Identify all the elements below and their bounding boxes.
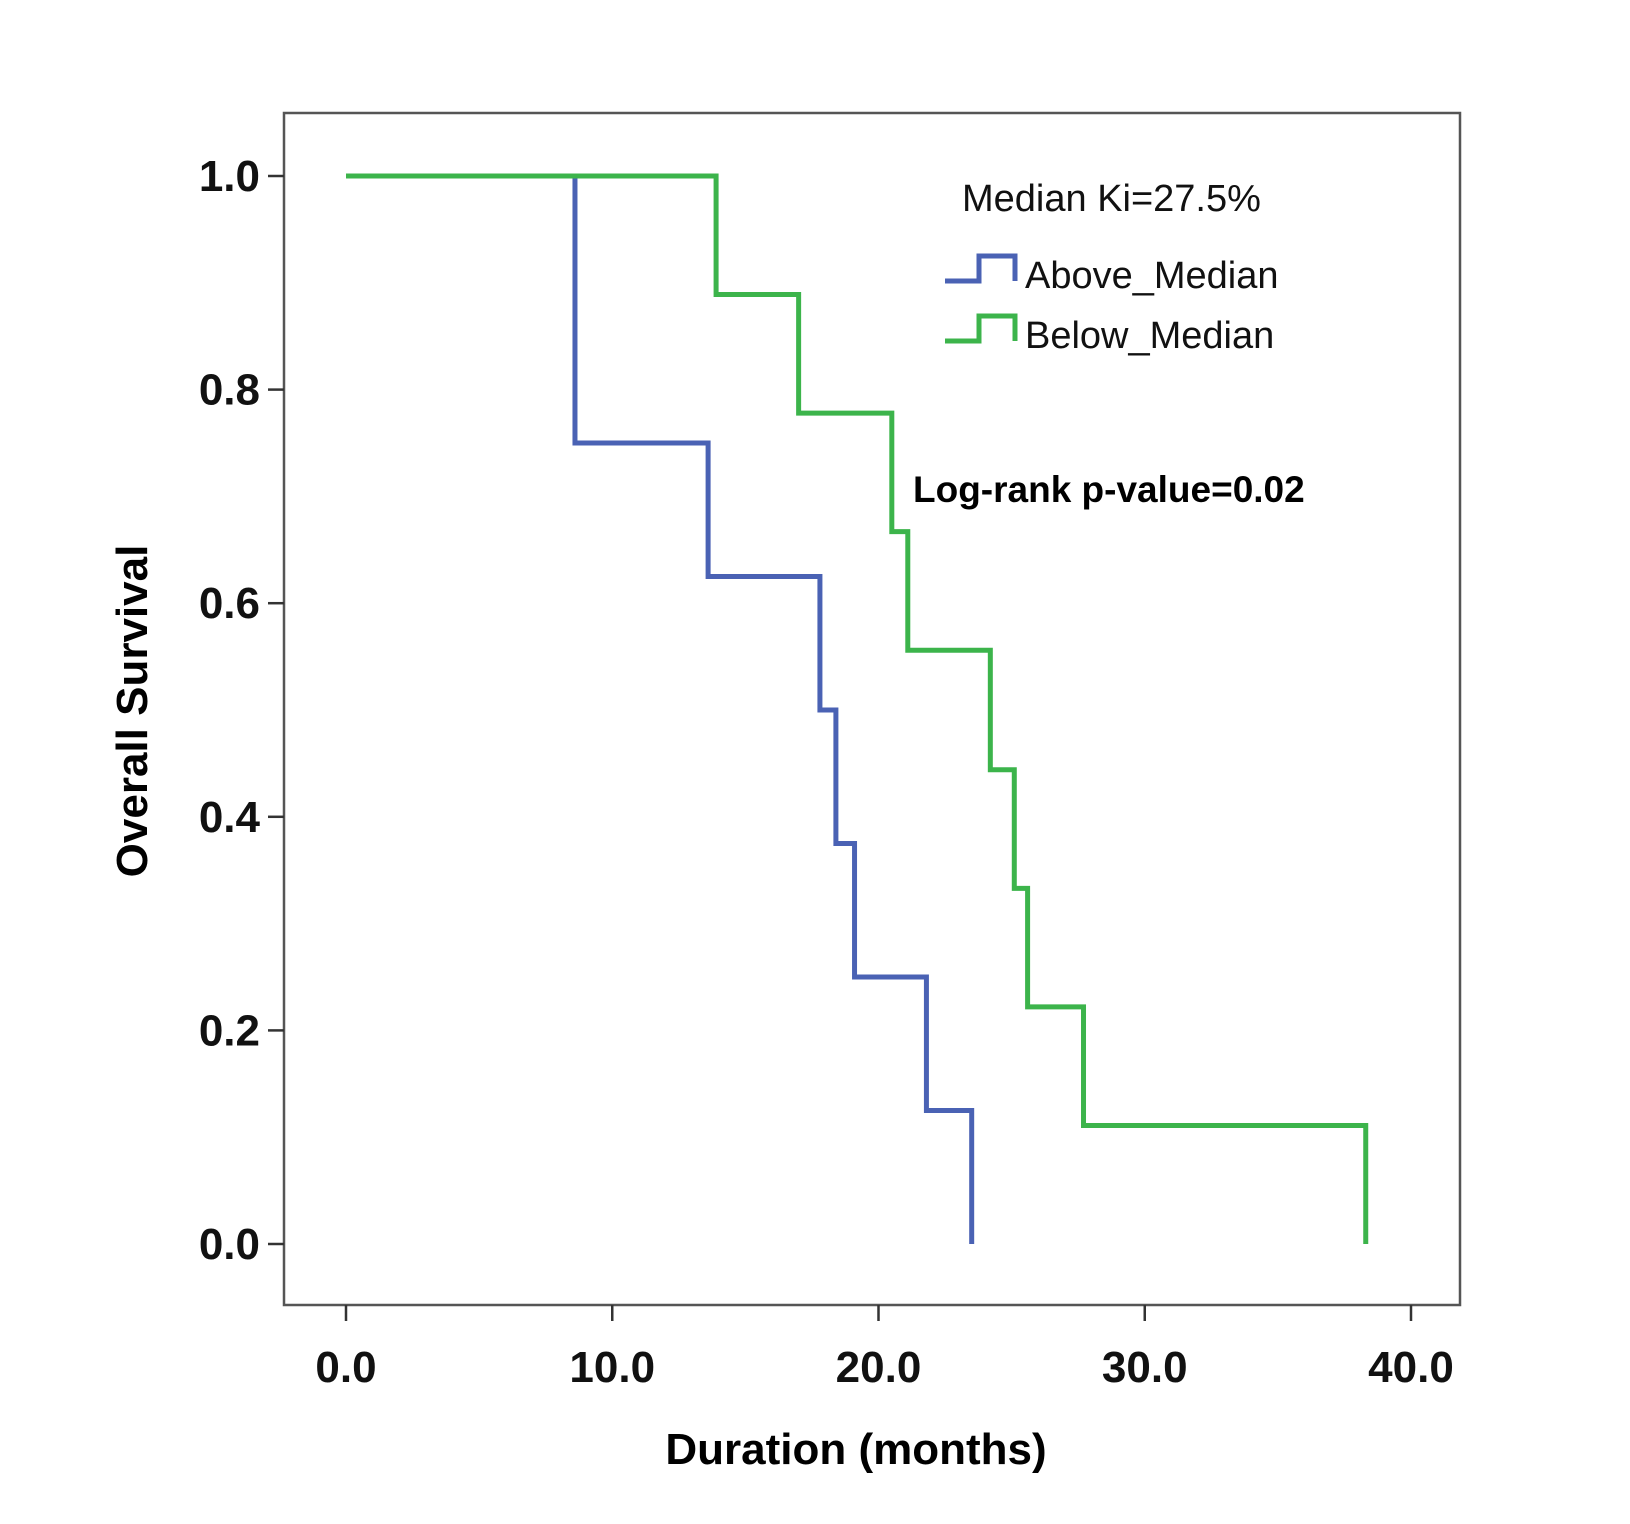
y-tick-label: 0.0 (199, 1220, 260, 1269)
x-tick-label: 0.0 (315, 1343, 376, 1392)
y-tick-label: 0.2 (199, 1006, 260, 1055)
x-tick-label: 20.0 (836, 1343, 922, 1392)
legend: Median Ki=27.5% Above_Median Below_Median (945, 178, 1279, 357)
legend-item: Below_Median (945, 313, 1274, 357)
legend-item: Above_Median (945, 253, 1279, 297)
legend-title: Median Ki=27.5% (962, 178, 1261, 220)
x-tick-label: 40.0 (1368, 1343, 1454, 1392)
series-line-below-median (346, 173, 1369, 1244)
y-tick-label: 0.6 (199, 579, 260, 628)
x-axis-title: Duration (months) (665, 1425, 1046, 1474)
y-axis-title: Overall Survival (108, 545, 157, 878)
x-tick-label: 10.0 (569, 1343, 655, 1392)
plot-frame (282, 111, 1462, 1307)
legend-label: Above_Median (1025, 255, 1279, 297)
series-lines (346, 173, 1369, 1244)
legend-label: Below_Median (1025, 315, 1274, 357)
y-tick-label: 0.8 (199, 366, 260, 415)
x-tick-label: 30.0 (1102, 1343, 1188, 1392)
series-line-above-median (346, 173, 975, 1244)
legend-swatch (945, 253, 1018, 284)
y-tick-label: 0.4 (199, 793, 261, 842)
legend-entries: Above_Median Below_Median (945, 253, 1279, 357)
axes: 0.0 0.2 0.4 0.6 0.8 1.0 0.0 10.0 20.0 30.0 40.0 (199, 152, 1454, 1392)
logrank-annotation: Log-rank p-value=0.02 (913, 469, 1305, 510)
legend-swatch (945, 313, 1018, 344)
y-tick-label: 1.0 (199, 152, 260, 201)
